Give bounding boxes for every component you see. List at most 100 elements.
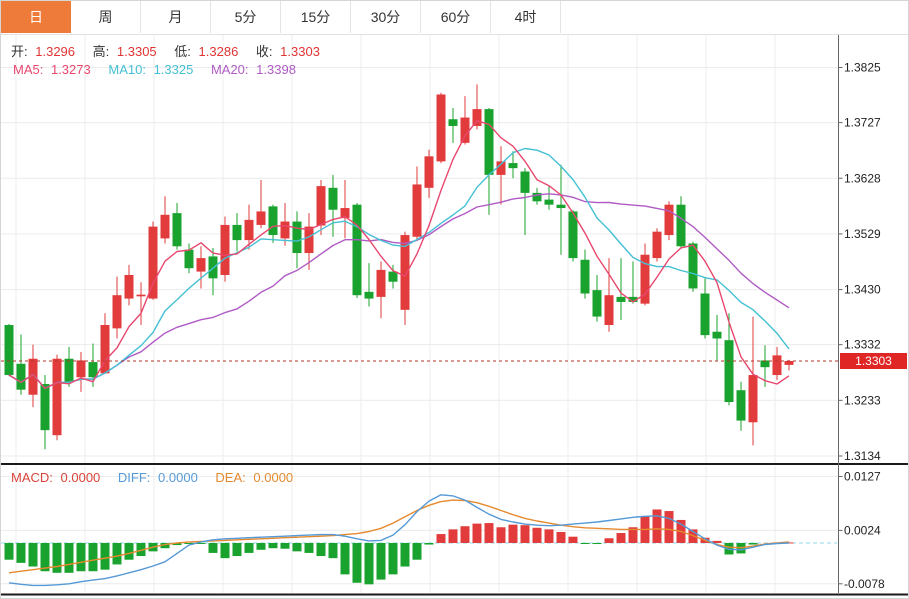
macd-bar [208, 542, 218, 553]
high-label: 高: [92, 44, 110, 59]
macd-bar [388, 542, 398, 575]
candle-body [748, 375, 758, 423]
macd-bar [628, 527, 638, 543]
macd-bar [784, 542, 794, 544]
ohlc-legend: 开: 1.3296 高: 1.3305 低: 1.3286 收: 1.3303 [11, 41, 324, 60]
ma20-label: MA20: [210, 62, 249, 77]
macd-histogram [4, 509, 794, 585]
macd-bar [40, 542, 50, 572]
candle-body [652, 231, 662, 259]
macd-label: MACD: [11, 470, 53, 485]
macd-bar [484, 523, 494, 543]
macd-bar [340, 542, 350, 575]
candle-body [376, 269, 386, 297]
macd-axis-label: 0.0024 [844, 523, 881, 537]
candle-body [16, 363, 26, 390]
macd-bar [64, 542, 74, 573]
candle-body [196, 258, 206, 272]
tab-interval-30min[interactable]: 30分 [351, 1, 421, 33]
price-axis-label: 1.3529 [844, 227, 881, 241]
candle-body [400, 235, 410, 310]
low-label: 低: [174, 44, 191, 59]
candle-body [664, 204, 674, 236]
macd-bar [376, 542, 386, 580]
candle-body [772, 355, 782, 376]
diff-value: 0.0000 [158, 470, 198, 485]
macd-bar [196, 542, 206, 544]
diff-label: DIFF: [117, 470, 151, 485]
high-value: 1.3305 [116, 44, 157, 59]
close-label: 收: [255, 44, 273, 59]
macd-bar [280, 542, 290, 549]
candle-body [232, 224, 242, 241]
macd-bar [28, 542, 38, 567]
price-axis-label: 1.3727 [844, 116, 881, 130]
macd-bar [160, 542, 170, 549]
candle-body [280, 221, 290, 239]
gridlines [1, 35, 837, 593]
candle-body [220, 224, 230, 275]
candle-body [616, 296, 626, 302]
macd-bar [556, 531, 566, 543]
interval-tabbar: 日周月 5分 15分 30分 60分 4时 [1, 1, 908, 35]
candle-body [628, 296, 638, 302]
price-axis-label: 1.3430 [844, 283, 881, 297]
tab-interval-4hour[interactable]: 4时 [491, 1, 561, 33]
ma10-value: 1.3325 [153, 62, 194, 77]
dea-label: DEA: [215, 470, 246, 485]
macd-bar [232, 542, 242, 557]
candle-body [148, 226, 158, 299]
candle-body [64, 358, 74, 382]
candle-body [4, 325, 14, 376]
candle-body [568, 211, 578, 259]
tab-interval-month[interactable]: 月 [141, 1, 211, 33]
macd-bar [244, 542, 254, 553]
candle-body [760, 360, 770, 368]
candle-body [424, 156, 434, 188]
candle-body [544, 199, 554, 205]
candle-body [412, 184, 422, 237]
candle-body [676, 204, 686, 247]
macd-bar [52, 542, 62, 573]
candle-body [100, 325, 110, 374]
candles [4, 84, 794, 450]
tab-interval-5min[interactable]: 5分 [211, 1, 281, 33]
candle-body [136, 294, 146, 297]
macd-bar [364, 542, 374, 585]
macd-axis-label: -0.0078 [844, 577, 885, 591]
ma5-label: MA5: [13, 62, 44, 77]
macd-bar [316, 542, 326, 557]
candle-body [556, 204, 566, 209]
candle-body [520, 171, 530, 193]
macd-bar [508, 524, 518, 543]
candle-body [124, 274, 134, 299]
tab-interval-week[interactable]: 周 [71, 1, 141, 33]
candle-body [388, 271, 398, 282]
candle-body [640, 254, 650, 304]
candle-body [472, 109, 482, 126]
macd-bar [352, 542, 362, 583]
candle-body [496, 161, 506, 175]
macd-bar [4, 542, 14, 560]
candle-body [508, 163, 518, 169]
candle-body [340, 208, 350, 219]
tab-interval-60min[interactable]: 60分 [421, 1, 491, 33]
macd-bar [580, 542, 590, 545]
tab-interval-15min[interactable]: 15分 [281, 1, 351, 33]
tab-interval-day[interactable]: 日 [1, 1, 71, 33]
candle-body [532, 192, 542, 202]
candle-body [328, 187, 338, 210]
candle-body [712, 331, 722, 339]
macd-bar [664, 511, 674, 543]
macd-bar [496, 527, 506, 543]
macd-bar [568, 536, 578, 543]
candle-body [688, 243, 698, 289]
candle-body [112, 295, 122, 329]
macd-bar [256, 542, 266, 550]
macd-bar [604, 538, 614, 543]
candle-body [52, 358, 62, 436]
ma20-line [8, 193, 790, 390]
candle-body [40, 384, 50, 431]
macd-legend: MACD: 0.0000 DIFF: 0.0000 DEA: 0.0000 [11, 470, 297, 485]
